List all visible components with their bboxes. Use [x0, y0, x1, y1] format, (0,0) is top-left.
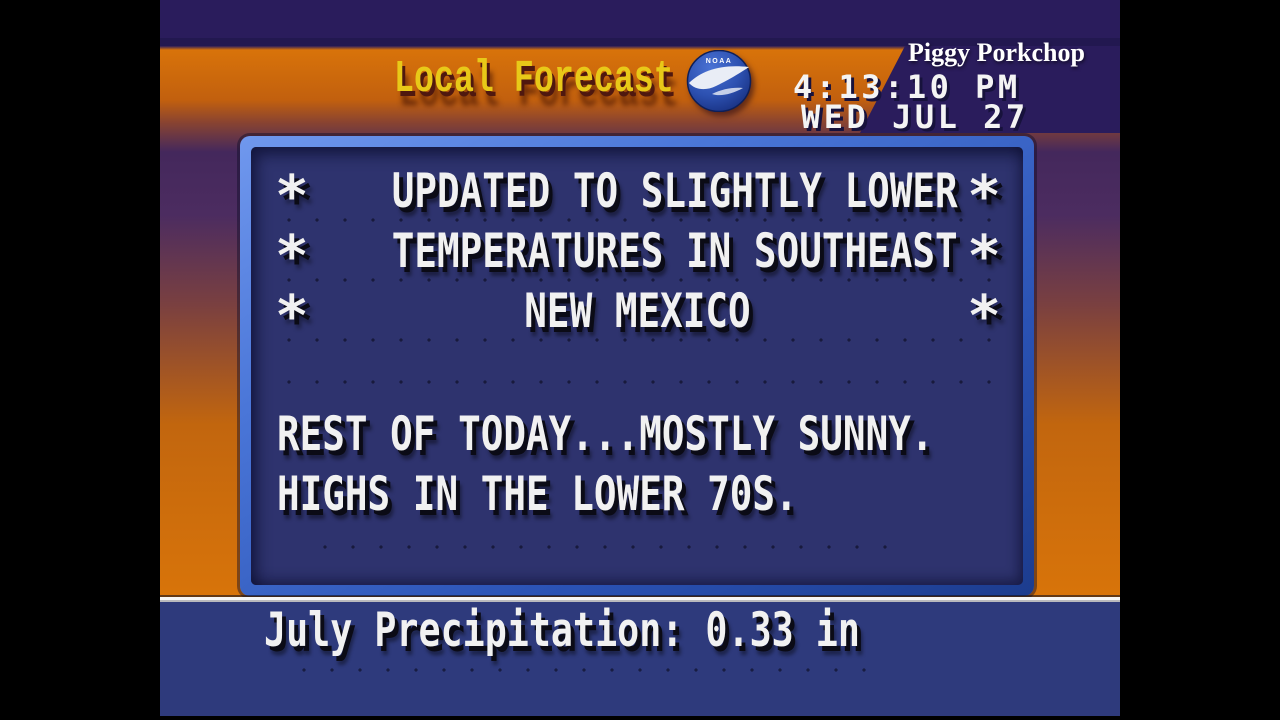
top-band	[160, 0, 1120, 46]
dither-dots	[275, 338, 999, 342]
precipitation-text: July Precipitation: 0.33 in	[264, 603, 860, 658]
noaa-logo-icon: NOAA	[686, 50, 752, 112]
divider-line	[160, 597, 1120, 602]
page-title-text: Local Forecast	[394, 54, 674, 105]
asterisk-icon: *	[275, 284, 309, 349]
asterisk-icon: *	[967, 164, 1001, 229]
forecast-text: REST OF TODAY...MOSTLY SUNNY.	[277, 407, 934, 462]
notice-line: * NEW MEXICO *	[251, 282, 1023, 347]
dither-dots	[290, 668, 880, 672]
forecast-panel: * UPDATED TO SLIGHTLY LOWER * * TEMPERAT…	[240, 136, 1034, 596]
asterisk-icon: *	[967, 224, 1001, 289]
watermark-text: Piggy Porkchop	[908, 38, 1085, 67]
clock-date: WED JUL 27	[801, 98, 1029, 136]
forecast-notice-block: * UPDATED TO SLIGHTLY LOWER * * TEMPERAT…	[251, 162, 1023, 347]
notice-text: TEMPERATURES IN SOUTHEAST	[391, 224, 958, 279]
page-title: Local Forecast	[394, 54, 772, 105]
dither-dots	[275, 380, 999, 384]
precipitation-readout: July Precipitation: 0.33 in	[264, 602, 1028, 660]
forecast-body-block: REST OF TODAY...MOSTLY SUNNY. HIGHS IN T…	[277, 405, 1023, 525]
asterisk-icon: *	[967, 284, 1001, 349]
notice-line: * UPDATED TO SLIGHTLY LOWER *	[251, 162, 1023, 227]
dither-dots	[275, 278, 999, 282]
clock-background-wedge	[860, 46, 1120, 133]
forecast-panel-inner: * UPDATED TO SLIGHTLY LOWER * * TEMPERAT…	[251, 147, 1023, 585]
noaa-logo-label: NOAA	[706, 58, 733, 65]
weather-broadcast-screen: Local Forecast NOAA 4:13:10 PM WED JUL 2…	[160, 0, 1120, 716]
clock-time: 4:13:10 PM	[793, 68, 1021, 106]
dither-dots	[275, 218, 999, 222]
footer-bar: July Precipitation: 0.33 in	[160, 602, 1120, 716]
dither-dots	[311, 545, 903, 549]
forecast-text: HIGHS IN THE LOWER 70S.	[277, 467, 798, 522]
asterisk-icon: *	[275, 224, 309, 289]
forecast-line: HIGHS IN THE LOWER 70S.	[277, 465, 1023, 525]
notice-text: UPDATED TO SLIGHTLY LOWER	[391, 164, 958, 219]
notice-text: NEW MEXICO	[523, 284, 751, 339]
asterisk-icon: *	[275, 164, 309, 229]
forecast-line: REST OF TODAY...MOSTLY SUNNY.	[277, 405, 1023, 465]
notice-line: * TEMPERATURES IN SOUTHEAST *	[251, 222, 1023, 287]
